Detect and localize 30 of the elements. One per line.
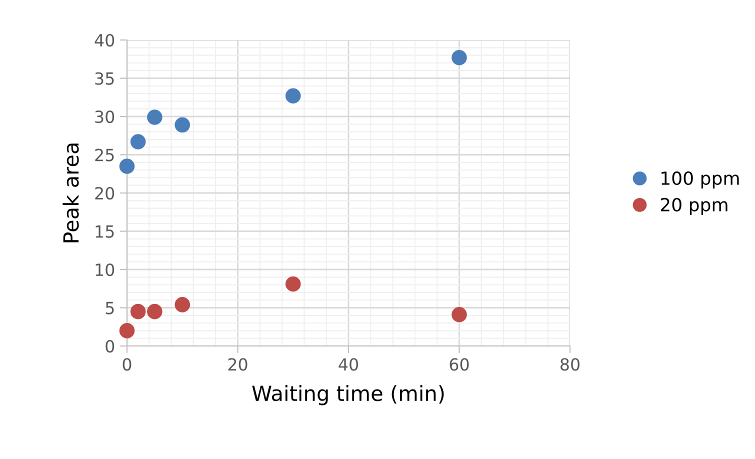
x-tick-label: 0 <box>122 358 132 371</box>
point <box>452 50 467 66</box>
point <box>119 323 135 338</box>
point <box>147 304 162 320</box>
y-tick-label: 0 <box>106 340 114 353</box>
point <box>285 88 301 104</box>
point <box>119 158 135 174</box>
y-tick-label: 20 <box>95 186 114 200</box>
y-tick-label: 10 <box>96 263 114 276</box>
point <box>130 134 146 150</box>
point <box>174 117 190 133</box>
y-tick-label: 40 <box>94 34 114 47</box>
y-tick-label: 5 <box>106 302 114 314</box>
point <box>130 304 146 320</box>
point <box>285 276 301 292</box>
x-tick-label: 80 <box>560 358 580 371</box>
y-tick-label: 25 <box>95 148 114 162</box>
x-axis-title: Waiting time (min) <box>252 385 444 406</box>
point <box>174 297 190 312</box>
x-tick-label: 20 <box>228 358 248 371</box>
legend-label: 100 ppm <box>662 171 739 188</box>
point <box>452 306 467 322</box>
y-tick-label: 35 <box>95 72 114 85</box>
x-tick-label: 60 <box>450 358 469 371</box>
legend-label: 20 ppm <box>660 198 728 215</box>
x-tick-label: 40 <box>338 358 358 371</box>
y-axis-title: Peak area <box>62 144 79 242</box>
y-tick-label: 15 <box>96 225 114 238</box>
y-tick-label: 30 <box>95 110 114 124</box>
point <box>147 110 162 125</box>
